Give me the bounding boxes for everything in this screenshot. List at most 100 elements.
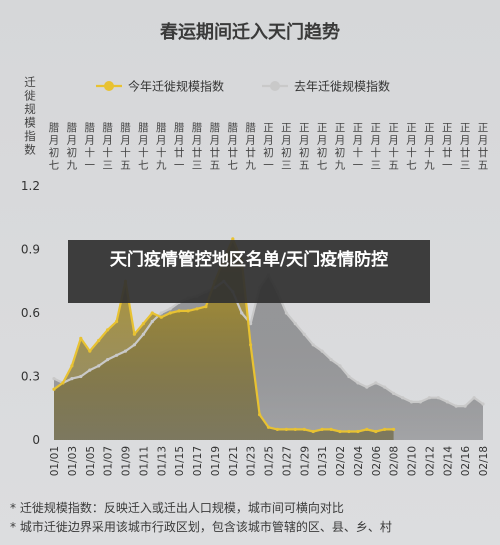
lunar-tick-label-char: 初 [335,146,346,159]
x-tick-label: 02/14 [442,446,454,477]
lunar-tick-label-char: 十 [388,146,399,159]
lunar-tick-label-char: 月 [263,135,274,147]
lunar-tick-label-char: 腊 [120,122,131,134]
x-tick-label: 01/19 [210,446,222,476]
data-point [88,349,92,353]
lunar-tick-label-char: 正 [353,122,364,134]
data-point [132,343,136,347]
lunar-tick-label-char: 月 [406,135,417,147]
data-point [177,309,181,313]
y-axis-label-char: 数 [24,143,36,157]
data-point [204,305,208,309]
data-point [115,353,119,357]
data-point [168,307,172,311]
lunar-tick-label-char: 正 [388,122,399,134]
data-point [481,402,485,406]
lunar-tick-label-char: 月 [138,135,149,147]
y-axis-label-char: 指 [24,129,36,143]
data-point [472,396,476,400]
lunar-tick-label-char: 腊 [67,122,78,134]
data-point [293,322,297,326]
data-point [141,322,145,326]
lunar-tick-label-char: 初 [67,146,78,159]
data-point [320,349,324,353]
data-point [347,374,351,379]
lunar-tick-label-char: 五 [120,160,131,172]
data-point [436,396,440,400]
lunar-tick-label-char: 月 [210,135,221,147]
data-point [79,374,83,379]
data-point [106,358,110,362]
lunar-tick-label-char: 十 [353,146,364,159]
lunar-tick-label-char: 九 [156,160,167,172]
lunar-tick-label-char: 一 [353,160,364,172]
x-tick-label: 01/23 [246,446,258,476]
legend-item: 今年迁徙规模指数 [96,79,224,94]
lunar-tick-label-char: 十 [406,146,417,159]
lunar-tick-label-char: 月 [317,135,328,147]
lunar-tick-label-char: 一 [442,160,453,172]
x-tick-label: 01/09 [121,446,133,476]
x-tick-label: 01/21 [228,446,240,476]
lunar-tick-label-char: 七 [406,160,417,172]
data-point [293,427,297,431]
lunar-tick-label-char: 初 [299,146,310,159]
lunar-tick-label-char: 廿 [245,147,256,159]
lunar-tick-label-char: 三 [371,160,382,172]
lunar-tick-label-char: 三 [102,160,113,172]
data-point [311,429,315,434]
data-point [70,377,74,381]
lunar-tick-label-char: 月 [102,135,113,147]
lunar-tick-label-char: 三 [192,160,203,172]
legend-label: 去年迁徙规模指数 [294,79,390,94]
lunar-tick-label-char: 初 [281,146,292,159]
lunar-tick-label-char: 九 [424,160,435,172]
lunar-tick-label-char: 九 [245,160,256,172]
data-point [311,343,315,347]
lunar-tick-label-char: 七 [317,160,328,172]
data-point [275,427,279,431]
lunar-tick-label-char: 正 [335,122,346,134]
data-point [159,315,163,319]
lunar-tick-label-char: 月 [442,135,453,147]
data-point [338,429,342,434]
x-tick-label: 01/17 [192,446,204,476]
lunar-tick-label-char: 十 [156,146,167,159]
x-tick-label: 01/07 [103,446,115,476]
lunar-tick-label-char: 腊 [85,122,96,134]
data-point [97,338,101,343]
lunar-tick-label-char: 正 [478,122,489,134]
data-point [329,358,333,362]
data-point [79,336,83,340]
lunar-tick-label-char: 廿 [228,147,239,159]
x-tick-label: 01/25 [264,446,276,476]
data-point [168,311,172,315]
data-point [365,385,369,389]
lunar-tick-label-char: 月 [228,135,239,147]
footnote-1: * 迁徙规模指数：反映迁入或迁出人口规模，城市间可横向对比 [10,500,344,515]
lunar-tick-label-char: 正 [460,122,471,134]
data-point [365,427,369,431]
legend-marker [104,81,114,91]
y-tick-label: 0.6 [21,306,40,320]
y-axis-label-char: 徙 [24,89,36,103]
data-point [70,364,74,368]
lunar-tick-label-char: 五 [388,160,399,172]
lunar-tick-label-char: 七 [228,160,239,172]
lunar-tick-label-char: 腊 [49,122,60,134]
lunar-tick-label-char: 正 [281,122,292,134]
data-point [427,396,431,400]
x-tick-label: 01/01 [49,446,61,476]
chart-title: 春运期间迁入天门趋势 [160,21,340,43]
lunar-tick-label-char: 初 [49,146,60,159]
lunar-tick-label-char: 腊 [102,122,113,134]
data-point [284,311,288,315]
x-tick-label: 01/03 [67,446,79,476]
x-tick-label: 02/06 [371,446,383,477]
data-point [123,349,128,353]
x-tick-label: 01/11 [138,446,150,476]
lunar-tick-label-char: 九 [335,160,346,172]
data-point [374,381,378,385]
data-point [132,332,136,336]
data-point [463,404,467,408]
